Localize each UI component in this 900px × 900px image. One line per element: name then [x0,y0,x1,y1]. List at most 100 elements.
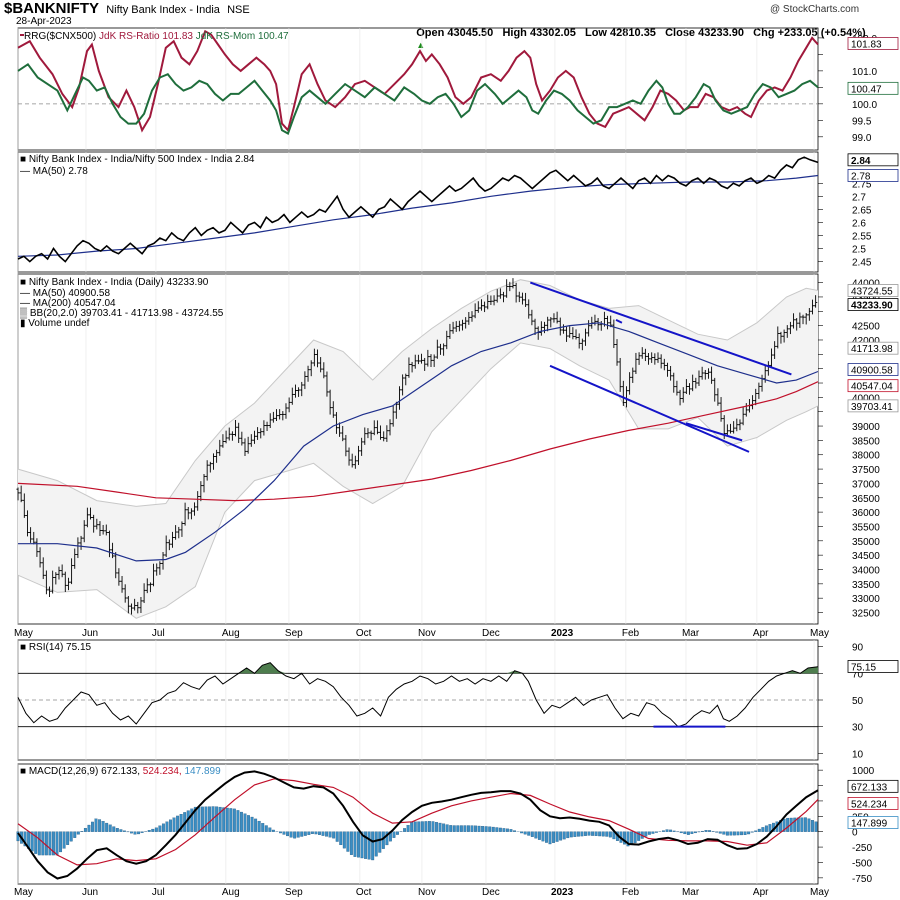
macd-histogram-bar [736,831,740,836]
macd-histogram-bar [73,831,77,838]
price-month-label: Dec [482,628,500,639]
macd-histogram-bar [488,826,492,832]
macd-histogram-bar [403,828,407,832]
price-month-label: Feb [622,628,640,639]
macd-histogram-bar [626,831,630,847]
macd-histogram-bar [94,818,98,832]
macd-histogram-bar [130,831,133,834]
macd-histogram-bar [548,831,552,845]
svg-text:43233.90: 43233.90 [851,301,893,312]
svg-text:43724.55: 43724.55 [851,287,893,298]
rrg-panel-frame [17,27,819,151]
macd-histogram-bar [349,831,353,855]
macd-histogram-bar [793,817,797,832]
macd-histogram-bar [591,831,595,836]
ma50-line [18,322,819,562]
macd-month-label: May [810,887,829,898]
relative-ytick-label: 2.45 [852,258,872,269]
relative-panel-frame [17,151,819,273]
price-month-label: May [14,628,33,639]
rsi-title: ■ RSI(14) 75.15 [20,642,92,653]
price-ytick-label: 37500 [852,465,880,476]
price-ytick-label: 36000 [852,508,880,519]
macd-histogram-bar [261,823,265,832]
macd-histogram-bar [62,831,66,849]
price-title: ■ Nifty Bank Index - India (Daily) 43233… [20,277,209,288]
macd-histogram-bar [637,831,641,841]
price-ytick-label: 38500 [852,436,880,447]
relative-ytick-label: 2.6 [852,218,866,229]
svg-text:39703.41: 39703.41 [851,402,893,413]
ohlc-values: Open 43045.50 High 43302.05 Low 42810.35… [416,27,866,39]
macd-histogram-bar [165,821,169,832]
macd-histogram-bar [112,826,116,832]
macd-histogram-bar [293,831,297,839]
svg-text:100.47: 100.47 [851,84,882,95]
macd-histogram-bar [360,831,364,859]
macd-histogram-bar [69,831,73,842]
macd-histogram-bar [76,831,80,835]
index-name: Nifty Bank Index - India [106,4,220,16]
macd-histogram-bar [115,828,119,832]
macd-histogram-bar [325,831,329,837]
macd-histogram-bar [541,831,545,842]
macd-histogram-bar [193,806,197,832]
macd-histogram-bar [747,831,751,835]
macd-histogram-bar [247,815,250,832]
macd-histogram-bar [342,831,346,849]
macd-histogram-bar [346,831,350,852]
macd-histogram [16,806,818,861]
macd-signal-line [17,778,819,866]
ohlc-bars [16,278,818,615]
price-ytick-label: 40000 [852,393,880,404]
relative-ma-last-value: 2.78 [847,169,899,182]
relative-ytick-label: 2.5 [852,245,866,256]
macd-histogram-bar [197,806,201,832]
macd-histogram-bar [37,831,41,856]
macd-histogram-bar [672,830,676,832]
ohlc-readout: Open 43045.50 High 43302.05 Low 42810.35… [404,15,866,63]
macd-histogram-bar [800,817,804,832]
price-last-value-2: 41713.98 [847,341,899,355]
macd-histogram-bar [307,831,311,835]
macd-month-label: Jul [152,887,165,898]
macd-histogram-bar [23,831,27,847]
macd-histogram-bar [811,820,814,832]
svg-text:2.78: 2.78 [851,171,871,182]
macd-histogram-bar [353,831,357,857]
macd-histogram-bar [48,831,52,856]
macd-histogram-bar [406,825,410,832]
macd-histogram-bar [807,818,811,832]
price-month-label: Aug [222,628,240,639]
macd-histogram-bar [576,831,580,837]
macd-histogram-bar [122,830,126,832]
macd-histogram-bar [427,821,431,832]
macd-histogram-bar [782,818,786,832]
macd-histogram-bar [506,828,509,832]
price-volume-legend: ▮ Volume undef [20,318,90,329]
exchange-label: NSE [227,4,250,16]
price-ytick-label: 34500 [852,551,880,562]
macd-histogram-bar [743,831,747,835]
rrg-title-part: JdK RS-Ratio 101.83 [99,31,196,42]
macd-histogram-bar [52,831,55,856]
macd-histogram-bar [392,831,396,838]
macd-last-value: 672.133 [847,779,899,793]
macd-histogram-bar [729,831,733,836]
macd-histogram-bar [396,831,399,835]
rsi-overbought-fill [238,662,819,674]
macd-histogram-bar [466,825,470,832]
macd-histogram-bar [704,830,708,832]
macd-histogram-bar [243,813,247,832]
macd-month-label: 2023 [551,887,574,898]
macd-histogram-bar [200,806,204,832]
macd-histogram-bar [701,830,704,832]
relative-ma50-legend: — MA(50) 2.78 [20,166,88,177]
macd-histogram-bar [172,817,176,832]
price-ytick-label: 35500 [852,522,880,533]
macd-month-label: Nov [418,887,436,898]
macd-histogram-bar [66,831,70,845]
chart-header: $BANKNIFTY Nifty Bank Index - India NSE [4,0,250,17]
macd-ytick-label: -500 [852,858,872,869]
macd-histogram-bar [30,831,34,852]
